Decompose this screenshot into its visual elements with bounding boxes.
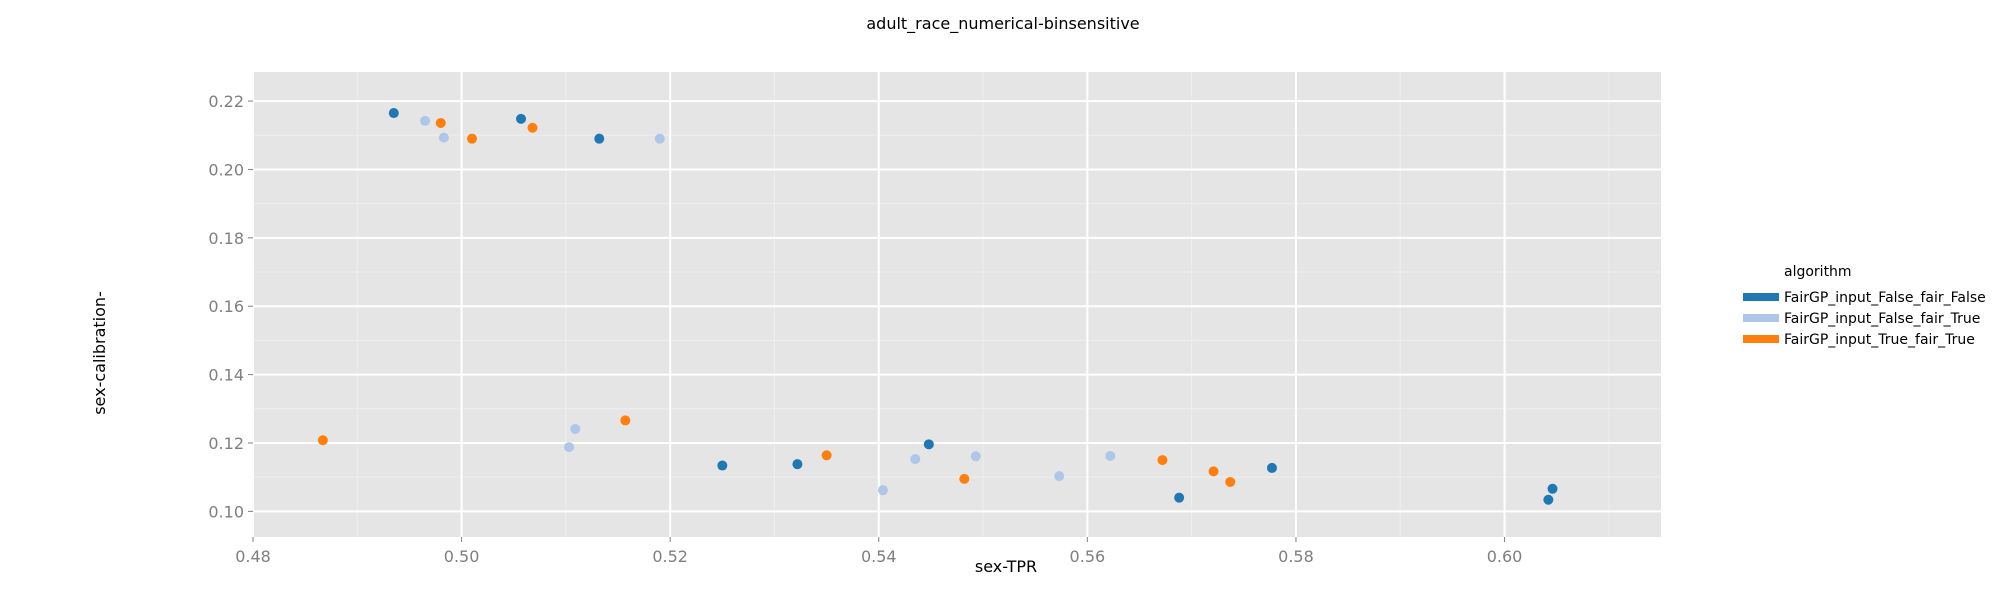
data-points xyxy=(317,108,1558,505)
x-tick-label: 0.60 xyxy=(1487,547,1523,566)
data-point xyxy=(420,115,431,126)
legend-swatch xyxy=(1743,314,1779,322)
x-axis: 0.48 0.50 0.52 0.54 0.56 0.58 0.60 xyxy=(235,537,1522,566)
data-point xyxy=(564,442,575,453)
data-point xyxy=(1174,492,1185,503)
data-point xyxy=(435,117,446,128)
data-point xyxy=(717,460,728,471)
plot-area xyxy=(253,72,1661,537)
y-axis: 0.10 0.12 0.14 0.16 0.18 0.20 0.22 xyxy=(208,92,253,521)
legend-label: FairGP_input_False_fair_False xyxy=(1784,290,1986,306)
data-point xyxy=(1054,471,1065,482)
data-point xyxy=(594,133,605,144)
data-point xyxy=(438,132,449,143)
y-tick-label: 0.10 xyxy=(208,502,244,521)
data-point xyxy=(1157,455,1168,466)
data-point xyxy=(821,450,832,461)
data-point xyxy=(317,435,328,446)
legend-swatch xyxy=(1743,293,1779,301)
legend-label: FairGP_input_True_fair_True xyxy=(1784,332,1975,348)
legend-swatch xyxy=(1743,335,1779,343)
data-point xyxy=(1208,466,1219,477)
data-point xyxy=(910,454,921,465)
chart-title: adult_race_numerical-binsensitive xyxy=(866,14,1139,34)
data-point xyxy=(1543,494,1554,505)
x-tick-label: 0.48 xyxy=(235,547,271,566)
data-point xyxy=(654,133,665,144)
y-tick-label: 0.20 xyxy=(208,160,244,179)
data-point xyxy=(877,485,888,496)
data-point xyxy=(923,439,934,450)
data-point xyxy=(620,415,631,426)
y-tick-label: 0.22 xyxy=(208,92,244,111)
x-tick-label: 0.58 xyxy=(1278,547,1314,566)
y-tick-label: 0.16 xyxy=(208,297,244,316)
x-tick-label: 0.50 xyxy=(444,547,480,566)
data-point xyxy=(1225,476,1236,487)
minor-grid xyxy=(253,72,1661,537)
data-point xyxy=(467,133,478,144)
major-grid xyxy=(252,72,1661,537)
legend-title: algorithm xyxy=(1784,264,1852,280)
data-point xyxy=(1105,450,1116,461)
y-tick-label: 0.14 xyxy=(208,366,244,385)
data-point xyxy=(792,459,803,470)
y-tick-label: 0.12 xyxy=(208,434,244,453)
x-tick-label: 0.54 xyxy=(861,547,897,566)
data-point xyxy=(527,122,538,133)
data-point xyxy=(1547,483,1558,494)
data-point xyxy=(516,113,527,124)
data-point xyxy=(1266,462,1277,473)
x-tick-label: 0.52 xyxy=(652,547,688,566)
data-point xyxy=(388,108,399,119)
y-axis-label: sex-calibration- xyxy=(90,291,109,415)
data-point xyxy=(970,451,981,462)
legend-label: FairGP_input_False_fair_True xyxy=(1784,311,1980,327)
data-point xyxy=(570,423,581,434)
legend-items: FairGP_input_False_fair_False FairGP_inpu… xyxy=(1743,290,1986,348)
data-point xyxy=(959,473,970,484)
legend: algorithm FairGP_input_False_fair_FalseF… xyxy=(1743,264,1986,348)
y-tick-label: 0.18 xyxy=(208,229,244,248)
x-tick-label: 0.56 xyxy=(1070,547,1106,566)
x-axis-label: sex-TPR xyxy=(975,557,1037,576)
